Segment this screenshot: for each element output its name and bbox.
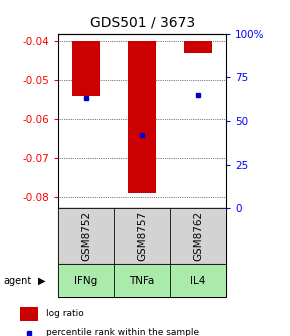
Bar [184, 41, 212, 53]
Bar [20, 307, 38, 321]
Text: IL4: IL4 [191, 276, 206, 286]
Text: agent: agent [3, 276, 31, 286]
Bar [128, 41, 156, 193]
Bar [58, 208, 114, 264]
Text: percentile rank within the sample: percentile rank within the sample [46, 328, 199, 336]
Text: GSM8752: GSM8752 [81, 211, 91, 261]
Bar [170, 264, 226, 297]
Text: GDS501 / 3673: GDS501 / 3673 [90, 15, 195, 29]
Bar [72, 41, 100, 96]
Text: IFNg: IFNg [75, 276, 98, 286]
Bar [114, 264, 170, 297]
Bar [58, 264, 114, 297]
Text: TNFa: TNFa [129, 276, 155, 286]
Text: GSM8762: GSM8762 [193, 211, 203, 261]
Text: log ratio: log ratio [46, 309, 84, 318]
Text: GSM8757: GSM8757 [137, 211, 147, 261]
Bar [170, 208, 226, 264]
Text: ▶: ▶ [38, 276, 46, 286]
Bar [114, 208, 170, 264]
